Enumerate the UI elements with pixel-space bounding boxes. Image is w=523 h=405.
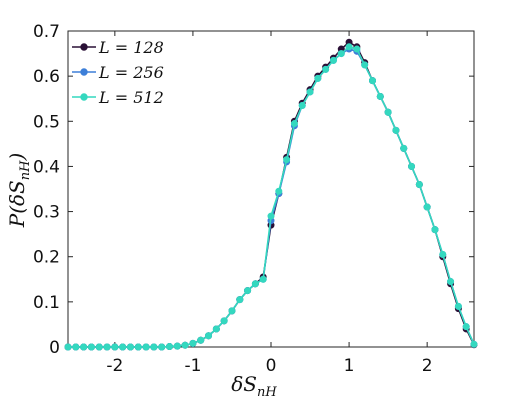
legend-item: L = 256: [72, 63, 164, 82]
legend-marker: [80, 43, 88, 51]
data-point: [181, 341, 189, 349]
data-point: [251, 280, 259, 288]
legend-marker: [80, 68, 88, 76]
legend-label: L = 256: [98, 63, 164, 82]
y-axis-title-main: P(δS: [5, 180, 29, 228]
x-axis-title: δSnH: [231, 372, 277, 400]
y-axis-title-close: ): [5, 153, 29, 162]
data-point: [119, 343, 127, 351]
data-point: [298, 101, 306, 109]
data-point: [197, 336, 205, 344]
data-point: [322, 65, 330, 73]
legend-item: L = 128: [72, 38, 164, 57]
data-point: [290, 120, 298, 128]
y-axis-title: P(δSnH): [5, 153, 33, 229]
y-tick-label: 0.7: [33, 22, 60, 42]
data-point: [361, 61, 369, 69]
data-point: [462, 323, 470, 331]
y-axis-title-sub: nH: [18, 160, 33, 180]
data-point: [166, 343, 173, 351]
data-point: [72, 343, 80, 351]
x-tick-label: -1: [184, 356, 201, 376]
data-point: [369, 77, 376, 85]
data-point: [408, 162, 416, 170]
data-point: [103, 343, 111, 351]
data-point: [447, 278, 455, 286]
data-point: [126, 343, 134, 351]
data-point: [87, 343, 95, 351]
y-tick-label: 0.4: [33, 157, 60, 177]
data-point: [189, 339, 197, 347]
data-point: [228, 307, 236, 315]
data-point: [134, 343, 142, 351]
legend: L = 128 L = 256 L = 512: [72, 38, 164, 107]
data-point: [329, 56, 337, 64]
data-point: [431, 226, 439, 234]
data-point: [236, 296, 244, 304]
x-tick-label: 1: [344, 356, 355, 376]
y-axis: 0 0.1 0.2 0.3 0.4 0.5 0.6 0.7: [33, 22, 474, 358]
x-axis-title-sub: nH: [257, 385, 277, 400]
data-point: [353, 45, 361, 53]
data-point: [267, 212, 275, 220]
y-tick-label: 0.6: [33, 67, 60, 87]
data-point: [64, 343, 72, 351]
data-point: [150, 343, 158, 351]
y-tick-label: 0.5: [33, 112, 60, 132]
y-tick-label: 0: [49, 338, 60, 358]
data-point: [337, 50, 345, 58]
data-point: [80, 343, 88, 351]
data-point: [392, 126, 400, 134]
y-tick-label: 0.1: [33, 293, 60, 313]
y-tick-label: 0.2: [33, 248, 60, 268]
data-point: [142, 343, 150, 351]
plot-area: [67, 30, 475, 348]
data-point: [423, 203, 431, 211]
x-tick-label: 2: [422, 356, 433, 376]
data-point: [400, 144, 408, 152]
data-point: [173, 342, 181, 350]
x-axis-title-main: δS: [231, 372, 257, 396]
data-point: [244, 287, 252, 295]
series-group: [64, 38, 478, 351]
data-point: [439, 250, 447, 258]
data-point: [384, 108, 392, 116]
data-point: [220, 317, 228, 325]
legend-marker: [80, 93, 88, 101]
data-point: [376, 92, 384, 100]
data-point: [205, 332, 213, 340]
data-point: [345, 43, 353, 51]
y-tick-label: 0.3: [33, 203, 60, 223]
data-point: [283, 156, 291, 164]
series-3: [64, 43, 478, 351]
data-point: [275, 187, 283, 195]
legend-label: L = 512: [98, 88, 164, 107]
x-tick-label: 0: [266, 356, 277, 376]
legend-item: L = 512: [72, 88, 164, 107]
data-point: [454, 302, 462, 310]
data-point: [306, 88, 314, 96]
data-point: [314, 74, 322, 82]
data-point: [158, 343, 166, 351]
data-point: [259, 275, 267, 283]
x-tick-label: -2: [106, 356, 123, 376]
data-point: [95, 343, 103, 351]
data-point: [212, 325, 220, 333]
x-axis: -2 -1 0 1 2: [106, 31, 433, 376]
data-point: [415, 180, 423, 188]
data-point: [470, 340, 478, 348]
data-point: [111, 343, 119, 351]
legend-label: L = 128: [98, 38, 164, 57]
